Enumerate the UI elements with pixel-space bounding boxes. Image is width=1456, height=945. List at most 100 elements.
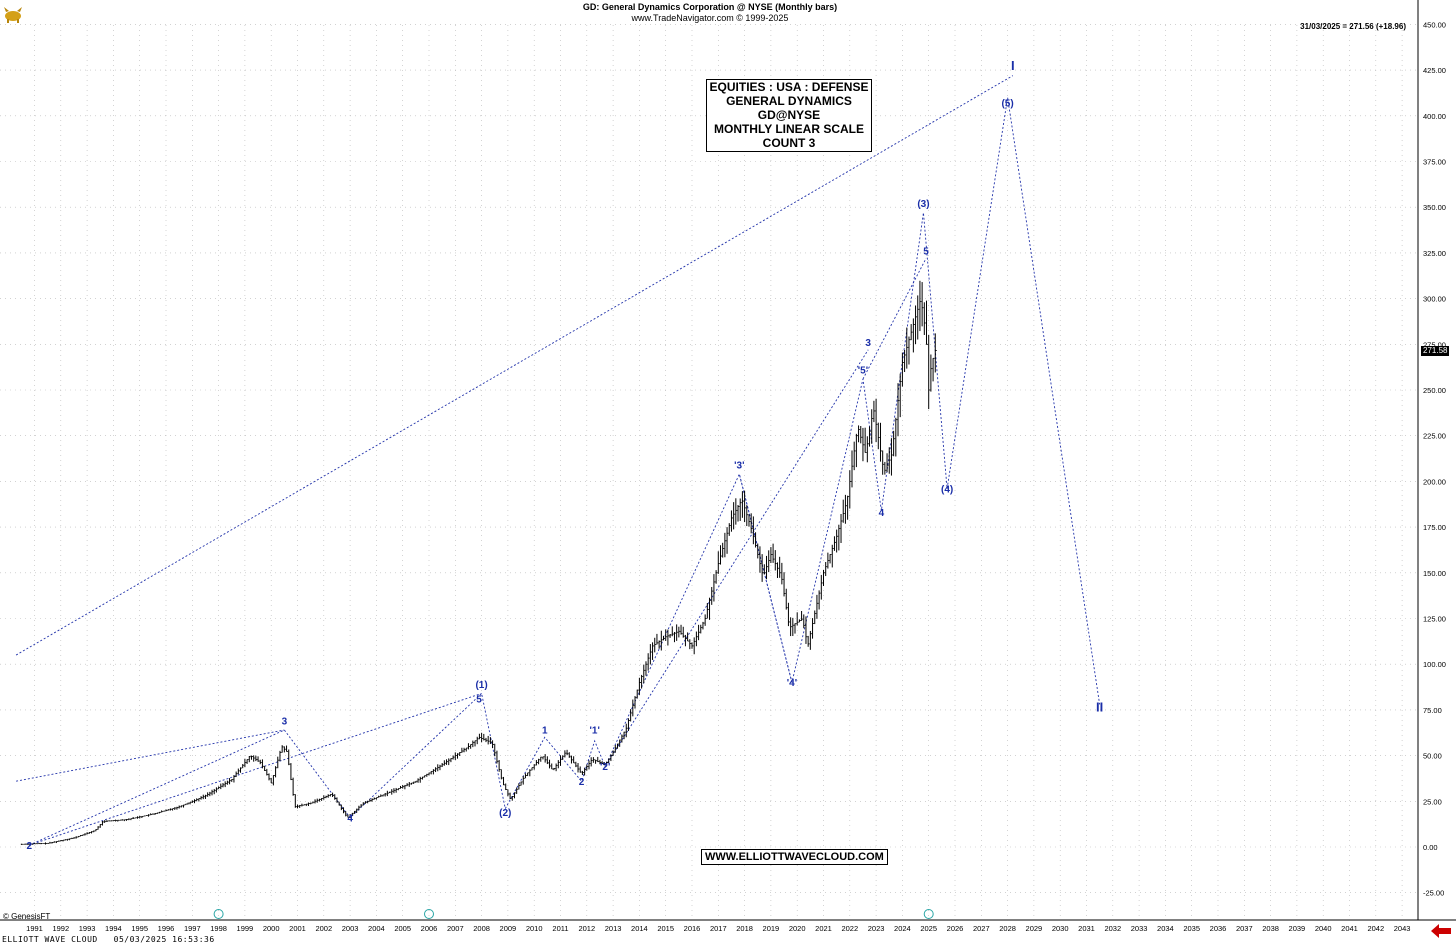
x-tick-label: 2041 xyxy=(1341,924,1358,933)
x-tick-label: 1999 xyxy=(237,924,254,933)
wave-line xyxy=(504,97,1101,809)
wave-label: 1 xyxy=(542,726,548,737)
y-tick-label: 375.00 xyxy=(1423,158,1446,167)
y-tick-label: 450.00 xyxy=(1423,20,1446,29)
y-tick-label: 125.00 xyxy=(1423,615,1446,624)
chart-subtitle: www.TradeNavigator.com © 1999-2025 xyxy=(631,13,789,23)
x-tick-label: 2031 xyxy=(1078,924,1095,933)
y-tick-label: 25.00 xyxy=(1423,797,1442,806)
genesis-bull-logo-icon xyxy=(4,7,22,23)
wave-label: '1' xyxy=(590,726,600,737)
info-line-company: GENERAL DYNAMICS xyxy=(726,94,852,108)
wave-label: 2 xyxy=(26,841,32,852)
wave-label: (3) xyxy=(917,199,929,210)
y-tick-label: 325.00 xyxy=(1423,249,1446,258)
x-tick-label: 2014 xyxy=(631,924,648,933)
wave-line xyxy=(29,693,482,846)
wave-label: '5' xyxy=(858,366,868,377)
x-tick-label: 2015 xyxy=(657,924,674,933)
x-tick-label: 2019 xyxy=(763,924,780,933)
wave-label: 4 xyxy=(879,508,885,519)
wave-label: (2) xyxy=(499,808,511,819)
x-tick-label: 1995 xyxy=(131,924,148,933)
x-tick-label: 2018 xyxy=(736,924,753,933)
x-tick-label: 2003 xyxy=(342,924,359,933)
wave-label: 5 xyxy=(923,247,929,258)
y-tick-label: -25.00 xyxy=(1423,889,1444,898)
y-tick-label: 225.00 xyxy=(1423,432,1446,441)
y-tick-label: 200.00 xyxy=(1423,477,1446,486)
x-tick-label: 2035 xyxy=(1183,924,1200,933)
wave-label: (5) xyxy=(1001,99,1013,110)
y-tick-label: 50.00 xyxy=(1423,752,1442,761)
x-tick-label: 2016 xyxy=(684,924,701,933)
elliott-wave-labels: 2 3 4 (1) 5 (2) 1 2 '1' '2' '3' '4' 3 '5' 4 5 (3) (4) (5) I… xyxy=(26,58,1103,852)
x-tick-label: 2012 xyxy=(578,924,595,933)
wave-label: (1) xyxy=(475,680,487,691)
y-tick-label: 400.00 xyxy=(1423,112,1446,121)
wave-label: (4) xyxy=(941,484,953,495)
x-tick-label: 2010 xyxy=(526,924,543,933)
wave-line xyxy=(15,75,1014,656)
x-tick-label: 2013 xyxy=(605,924,622,933)
wave-label: '3' xyxy=(734,461,744,472)
elliott-wave-lines xyxy=(15,75,1101,846)
x-tick-label: 2028 xyxy=(999,924,1016,933)
x-tick-label: 2001 xyxy=(289,924,306,933)
x-tick-label: 2033 xyxy=(1131,924,1148,933)
x-tick-label: 2020 xyxy=(789,924,806,933)
x-tick-label: 2005 xyxy=(394,924,411,933)
y-tick-label: 250.00 xyxy=(1423,386,1446,395)
instrument-info-box: EQUITIES : USA : DEFENSE GENERAL DYNAMIC… xyxy=(706,79,872,152)
x-tick-label: 1991 xyxy=(26,924,43,933)
y-tick-label: 425.00 xyxy=(1423,66,1446,75)
wave-label: 3 xyxy=(865,338,871,349)
x-tick-label: 1997 xyxy=(184,924,201,933)
x-tick-label: 2026 xyxy=(947,924,964,933)
price-bars xyxy=(20,280,937,846)
last-price-tag: 271.58 xyxy=(1421,346,1450,356)
y-tick-label: 150.00 xyxy=(1423,569,1446,578)
x-tick-label: 2039 xyxy=(1289,924,1306,933)
copyright-label: © GenesisFT xyxy=(3,912,51,921)
x-tick-label: 2027 xyxy=(973,924,990,933)
y-tick-label: 350.00 xyxy=(1423,203,1446,212)
chart-title: GD: General Dynamics Corporation @ NYSE … xyxy=(582,2,838,12)
split-marker-icon xyxy=(424,909,434,919)
y-tick-label: 275.00 xyxy=(1423,340,1446,349)
wave-label: 3 xyxy=(282,717,288,728)
website-label: WWW.ELLIOTTWAVECLOUD.COM xyxy=(701,849,888,865)
wave-label: I xyxy=(1011,58,1015,73)
x-tick-label: 2038 xyxy=(1262,924,1279,933)
x-tick-label: 2029 xyxy=(1026,924,1043,933)
x-tick-label: 2042 xyxy=(1367,924,1384,933)
info-line-sector: EQUITIES : USA : DEFENSE xyxy=(709,80,869,94)
x-tick-label: 1993 xyxy=(79,924,96,933)
x-tick-label: 2004 xyxy=(368,924,385,933)
x-tick-label: 2037 xyxy=(1236,924,1253,933)
info-line-count: COUNT 3 xyxy=(762,136,816,150)
info-line-scale: MONTHLY LINEAR SCALE xyxy=(713,122,864,136)
last-quote: 31/03/2025 = 271.56 (+18.96) xyxy=(1300,22,1406,31)
x-tick-label: 2017 xyxy=(710,924,727,933)
split-marker-icon xyxy=(213,909,224,919)
y-tick-label: 75.00 xyxy=(1423,706,1442,715)
wave-line xyxy=(16,729,285,782)
x-tick-label: 1992 xyxy=(52,924,69,933)
wave-label: 2 xyxy=(579,777,585,788)
x-tick-label: 2034 xyxy=(1157,924,1174,933)
split-marker-icon xyxy=(923,909,934,919)
x-tick-label: 2032 xyxy=(1104,924,1121,933)
y-tick-label: 300.00 xyxy=(1423,295,1446,304)
wave-label: '4' xyxy=(787,678,797,689)
x-tick-label: 2008 xyxy=(473,924,490,933)
x-tick-label: 2021 xyxy=(815,924,832,933)
info-line-symbol: GD@NYSE xyxy=(757,108,821,122)
scroll-left-arrow-icon[interactable] xyxy=(1431,924,1451,938)
x-tick-label: 2022 xyxy=(841,924,858,933)
x-tick-label: 2002 xyxy=(315,924,332,933)
x-tick-label: 1998 xyxy=(210,924,227,933)
footer-timestamp: ELLIOTT WAVE CLOUD 05/03/2025 16:53:36 xyxy=(2,935,215,944)
wave-label: 5 xyxy=(476,695,482,706)
